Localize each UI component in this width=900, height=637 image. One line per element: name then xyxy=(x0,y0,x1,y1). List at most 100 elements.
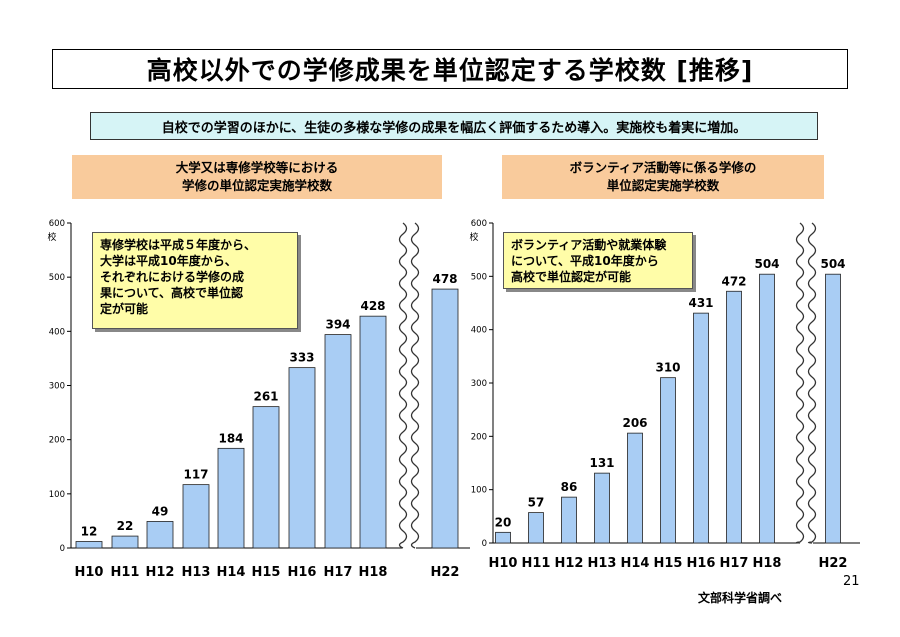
left-axis-break-line xyxy=(398,222,408,549)
summary-banner: 自校での学習のほかに、生徒の多様な学修の成果を幅広く評価するため導入。実施校も着… xyxy=(90,112,818,140)
left-y-unit-label: 校 xyxy=(47,231,56,243)
left-bar-H22 xyxy=(431,288,459,549)
right-heading-line1: ボランティア活動等に係る学修の xyxy=(569,160,757,175)
source-credit: 文部科学省調べ xyxy=(698,591,783,605)
left-y-tick-label: 100 xyxy=(49,490,65,500)
left-data-label: 261 xyxy=(253,390,278,404)
right-note-line: ボランティア活動や就業体験 xyxy=(511,238,667,252)
right-heading-line2: 単位認定実施学校数 xyxy=(606,178,720,193)
right-x-tick-label: H10 xyxy=(489,556,518,571)
right-y-tick-label: 0 xyxy=(482,539,487,549)
right-y-tick-label: 100 xyxy=(471,486,487,496)
right-data-label: 57 xyxy=(528,496,545,510)
right-axis-break-line xyxy=(795,222,805,544)
right-bar-H16 xyxy=(693,312,709,544)
right-data-label: 131 xyxy=(589,456,614,470)
left-y-tick-label: 600 xyxy=(49,219,65,229)
left-data-label: 394 xyxy=(325,318,350,332)
left-data-label: 428 xyxy=(360,299,385,313)
left-bar-H13 xyxy=(182,484,210,549)
right-x-tick-label: H13 xyxy=(588,556,617,571)
left-bar-H15 xyxy=(252,406,280,549)
right-y-tick-label: 400 xyxy=(471,326,487,336)
left-bar-H18 xyxy=(359,315,387,549)
left-data-label: 49 xyxy=(152,504,169,518)
left-y-tick-label: 400 xyxy=(49,327,65,337)
left-data-label: 22 xyxy=(117,519,134,533)
right-x-tick-label: H17 xyxy=(720,556,749,571)
left-x-tick-label: H12 xyxy=(146,565,175,580)
left-note-line: 専修学校は平成５年度から、 xyxy=(100,238,257,252)
right-y-tick-label: 200 xyxy=(471,432,487,442)
right-x-tick-label: H11 xyxy=(522,556,551,571)
left-x-tick-label: H17 xyxy=(324,565,353,580)
left-bar-H10 xyxy=(75,541,103,549)
right-chart-note: ボランティア活動や就業体験 について、平成10年度から 高校で単位認定が可能 xyxy=(503,232,693,289)
left-axis-break-line xyxy=(410,222,420,549)
right-data-label: 472 xyxy=(721,274,746,288)
left-heading-line2: 学修の単位認定実施学校数 xyxy=(181,178,332,193)
left-y-tick-label: 500 xyxy=(49,273,65,283)
right-chart-heading: ボランティア活動等に係る学修の 単位認定実施学校数 xyxy=(502,155,824,199)
right-note-line: 高校で単位認定が可能 xyxy=(511,270,632,284)
right-bar-H13 xyxy=(594,472,610,544)
right-data-label: 504 xyxy=(754,257,779,271)
right-y-tick-label: 300 xyxy=(471,379,487,389)
right-data-label: 310 xyxy=(655,361,680,375)
left-data-label: 12 xyxy=(81,525,98,539)
right-bar-H15 xyxy=(660,377,676,544)
right-x-tick-label: H14 xyxy=(621,556,650,571)
right-bar-H12 xyxy=(561,496,577,544)
right-note-line: について、平成10年度から xyxy=(511,254,659,268)
right-data-label: 504 xyxy=(820,257,845,271)
right-data-label: 431 xyxy=(688,296,713,310)
right-bar-H14 xyxy=(627,432,643,544)
right-x-tick-label: H18 xyxy=(753,556,782,571)
left-x-tick-label: H13 xyxy=(182,565,211,580)
left-x-tick-label: H10 xyxy=(75,565,104,580)
left-x-tick-label: H15 xyxy=(252,565,281,580)
right-bar-H17 xyxy=(726,290,742,544)
left-note-line: それぞれにおける学修の成 xyxy=(100,270,245,284)
left-data-label: 184 xyxy=(218,431,243,445)
left-x-tick-label: H11 xyxy=(111,565,140,580)
right-x-tick-label: H22 xyxy=(819,556,848,571)
right-y-unit-label: 校 xyxy=(469,231,478,243)
left-note-line: 果について、高校で単位認 xyxy=(100,286,244,300)
right-bar-H10 xyxy=(495,531,511,544)
left-x-tick-label: H22 xyxy=(431,565,460,580)
left-heading-line1: 大学又は専修学校等における xyxy=(175,160,339,175)
right-x-tick-label: H12 xyxy=(555,556,584,571)
right-data-label: 206 xyxy=(622,416,647,430)
left-data-label: 117 xyxy=(183,468,208,482)
left-x-tick-label: H16 xyxy=(288,565,317,580)
right-axis-break-line xyxy=(807,222,817,544)
left-bar-H11 xyxy=(111,535,139,549)
left-chart-note: 専修学校は平成５年度から、 大学は平成10年度から、 それぞれにおける学修の成 … xyxy=(92,232,298,329)
left-note-line: 大学は平成10年度から、 xyxy=(100,254,237,268)
left-x-tick-label: H18 xyxy=(359,565,388,580)
right-bar-H11 xyxy=(528,512,544,544)
left-y-tick-label: 300 xyxy=(49,382,65,392)
right-data-label: 86 xyxy=(561,480,578,494)
right-bar-H18 xyxy=(759,273,775,544)
page-number: 21 xyxy=(843,574,860,589)
page-title: 高校以外での学修成果を単位認定する学校数 [推移] xyxy=(52,49,848,89)
left-bar-H16 xyxy=(288,367,316,549)
left-x-tick-label: H14 xyxy=(217,565,246,580)
left-y-tick-label: 200 xyxy=(49,436,65,446)
left-bar-H14 xyxy=(217,447,245,549)
left-data-label: 333 xyxy=(289,351,314,365)
left-y-tick-label: 0 xyxy=(60,544,65,554)
right-data-label: 20 xyxy=(495,515,512,529)
left-chart-heading: 大学又は専修学校等における 学修の単位認定実施学校数 xyxy=(72,155,442,199)
right-x-tick-label: H16 xyxy=(687,556,716,571)
right-x-tick-label: H15 xyxy=(654,556,683,571)
left-data-label: 478 xyxy=(432,272,457,286)
left-bar-H17 xyxy=(324,334,352,549)
left-note-line: 定が可能 xyxy=(100,302,149,316)
right-bar-H22 xyxy=(825,273,841,544)
left-bar-H12 xyxy=(146,521,174,549)
right-y-tick-label: 500 xyxy=(471,272,487,282)
